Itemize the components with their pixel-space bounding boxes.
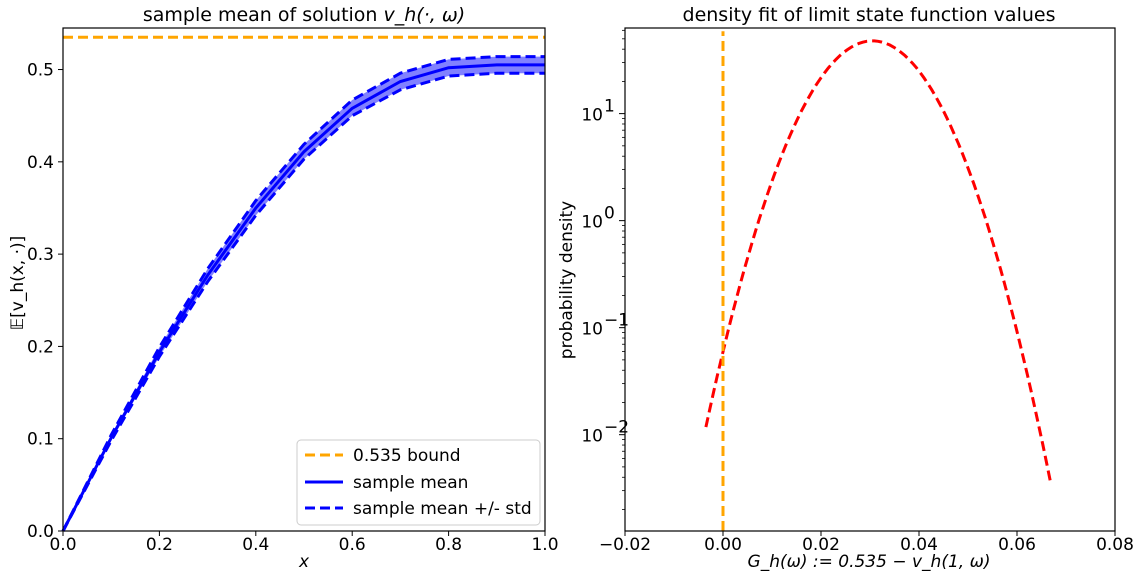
left-y-axis-ticks: 0.0 0.1 0.2 0.3 0.4 0.5 <box>27 61 63 542</box>
right-chart: density fit of limit state function valu… <box>557 4 1134 571</box>
x-tick-label: 1.0 <box>531 535 558 555</box>
right-plot-frame <box>625 28 1115 531</box>
right-x-axis-label: G_h(ω) := 0.535 − v_h(1, ω) <box>748 552 991 571</box>
legend-label-bound: 0.535 bound <box>353 446 461 466</box>
left-chart: sample mean of solution v_h(·, ω) 0.0 0.2… <box>8 4 559 571</box>
right-chart-title: density fit of limit state function valu… <box>683 4 1056 26</box>
x-tick-label: 0.4 <box>242 535 269 555</box>
y-tick-exponent: −1 <box>604 311 629 331</box>
x-tick-label: 0.2 <box>146 535 173 555</box>
y-tick-label: 0.0 <box>27 522 54 542</box>
legend-label-mean: sample mean <box>353 473 468 493</box>
x-tick-label: 0.00 <box>704 535 742 555</box>
y-tick-label: 10 <box>581 106 603 126</box>
y-tick-label: 0.1 <box>27 430 54 450</box>
y-tick-label: 10 <box>581 213 603 233</box>
y-tick-exponent: 0 <box>604 204 615 224</box>
density-curve <box>706 41 1050 481</box>
x-tick-label: −0.02 <box>599 535 651 555</box>
y-tick-label: 0.4 <box>27 153 54 173</box>
right-series <box>706 31 1050 531</box>
y-tick-exponent: −2 <box>604 418 629 438</box>
x-tick-label: 0.06 <box>998 535 1036 555</box>
y-tick-label: 0.3 <box>27 245 54 265</box>
legend-label-std: sample mean +/- std <box>353 499 532 519</box>
y-tick-label: 0.5 <box>27 61 54 81</box>
x-tick-label: 0.08 <box>1096 535 1134 555</box>
x-tick-label: 0.6 <box>339 535 366 555</box>
x-tick-label: 0.8 <box>435 535 462 555</box>
right-y-axis-label: probability density <box>557 201 577 359</box>
left-chart-title: sample mean of solution v_h(·, ω) <box>143 4 465 26</box>
left-x-axis-label: x <box>298 552 310 571</box>
y-tick-label: 10 <box>581 427 603 447</box>
y-tick-label: 10 <box>581 320 603 340</box>
left-y-axis-label: 𝔼[v_h(x, ·)] <box>8 236 28 331</box>
y-tick-label: 0.2 <box>27 337 54 357</box>
left-legend: 0.535 bound sample mean sample mean +/- … <box>297 440 540 525</box>
y-tick-exponent: 1 <box>604 97 615 117</box>
